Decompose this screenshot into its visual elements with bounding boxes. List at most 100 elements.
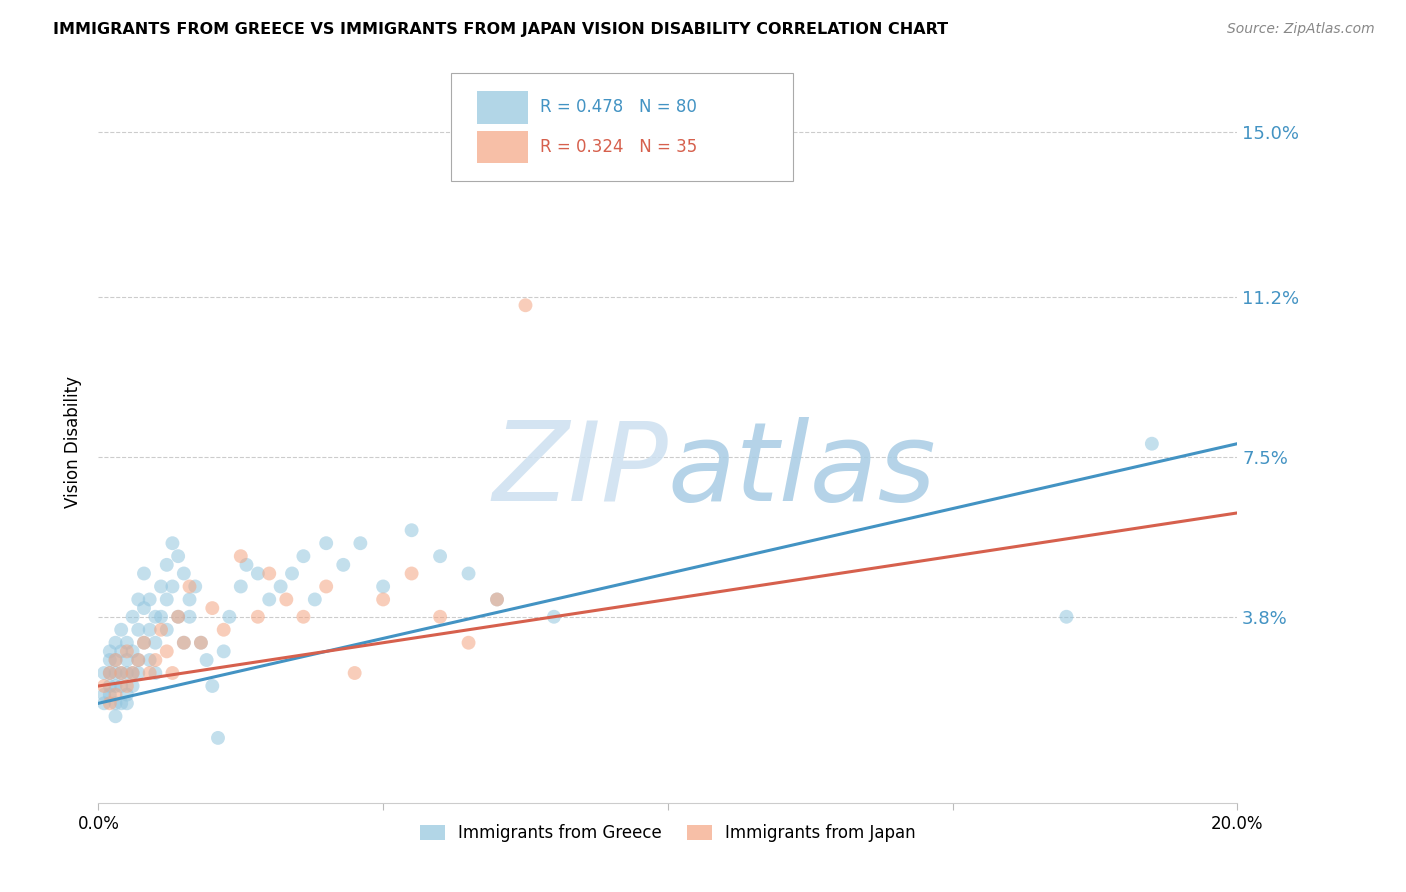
Point bbox=[104, 653, 127, 667]
Point bbox=[145, 665, 167, 680]
Point bbox=[104, 665, 127, 680]
Point bbox=[121, 665, 143, 680]
Point bbox=[292, 609, 315, 624]
Point bbox=[195, 653, 218, 667]
Point bbox=[259, 566, 281, 581]
Point bbox=[138, 623, 160, 637]
Point bbox=[110, 696, 132, 710]
Point bbox=[315, 579, 337, 593]
Point bbox=[115, 653, 138, 667]
Point bbox=[127, 653, 149, 667]
Point bbox=[132, 636, 155, 650]
Point bbox=[132, 566, 155, 581]
Point bbox=[179, 579, 201, 593]
Point bbox=[115, 679, 138, 693]
Point bbox=[259, 592, 281, 607]
Point bbox=[457, 566, 479, 581]
Point bbox=[98, 696, 121, 710]
Point bbox=[98, 653, 121, 667]
Text: R = 0.324   N = 35: R = 0.324 N = 35 bbox=[540, 137, 697, 156]
Legend: Immigrants from Greece, Immigrants from Japan: Immigrants from Greece, Immigrants from … bbox=[413, 817, 922, 848]
Point bbox=[98, 665, 121, 680]
Point bbox=[190, 636, 212, 650]
Point bbox=[276, 592, 298, 607]
Point bbox=[229, 579, 252, 593]
Point bbox=[212, 623, 235, 637]
Point bbox=[138, 592, 160, 607]
Point bbox=[315, 536, 337, 550]
Point bbox=[543, 609, 565, 624]
Point bbox=[173, 566, 195, 581]
Point bbox=[127, 623, 149, 637]
Point bbox=[110, 679, 132, 693]
Point bbox=[104, 709, 127, 723]
Point bbox=[115, 636, 138, 650]
Point bbox=[110, 644, 132, 658]
Point bbox=[292, 549, 315, 564]
Point bbox=[486, 592, 509, 607]
Point bbox=[246, 566, 269, 581]
Point bbox=[173, 636, 195, 650]
Point bbox=[179, 609, 201, 624]
Point bbox=[201, 601, 224, 615]
Point bbox=[98, 679, 121, 693]
Point bbox=[332, 558, 354, 572]
Point bbox=[184, 579, 207, 593]
Point bbox=[162, 536, 184, 550]
Point bbox=[486, 592, 509, 607]
Point bbox=[115, 688, 138, 702]
Point bbox=[270, 579, 292, 593]
Point bbox=[156, 623, 179, 637]
Point bbox=[167, 609, 190, 624]
Point bbox=[201, 679, 224, 693]
Point bbox=[127, 653, 149, 667]
Point bbox=[429, 549, 451, 564]
Point bbox=[132, 636, 155, 650]
Point bbox=[115, 696, 138, 710]
Point bbox=[132, 601, 155, 615]
Point bbox=[93, 696, 115, 710]
Point bbox=[373, 579, 395, 593]
Point bbox=[401, 523, 423, 537]
Point bbox=[343, 665, 366, 680]
Point bbox=[115, 665, 138, 680]
Point bbox=[110, 665, 132, 680]
Point bbox=[93, 679, 115, 693]
Point bbox=[207, 731, 229, 745]
Point bbox=[156, 592, 179, 607]
Point bbox=[145, 653, 167, 667]
Point bbox=[93, 665, 115, 680]
Point bbox=[218, 609, 240, 624]
Point bbox=[104, 688, 127, 702]
Point bbox=[127, 665, 149, 680]
Point bbox=[127, 592, 149, 607]
Point bbox=[104, 653, 127, 667]
Bar bbox=[477, 91, 527, 124]
Text: R = 0.478   N = 80: R = 0.478 N = 80 bbox=[540, 98, 697, 116]
Point bbox=[121, 644, 143, 658]
Point bbox=[457, 636, 479, 650]
Point bbox=[150, 579, 173, 593]
Text: IMMIGRANTS FROM GREECE VS IMMIGRANTS FROM JAPAN VISION DISABILITY CORRELATION CH: IMMIGRANTS FROM GREECE VS IMMIGRANTS FRO… bbox=[53, 22, 949, 37]
Point bbox=[98, 688, 121, 702]
Point bbox=[179, 592, 201, 607]
Point bbox=[281, 566, 304, 581]
Point bbox=[373, 592, 395, 607]
Point bbox=[173, 636, 195, 650]
Point bbox=[150, 609, 173, 624]
Point bbox=[156, 644, 179, 658]
Point bbox=[212, 644, 235, 658]
Point bbox=[138, 653, 160, 667]
Text: Source: ZipAtlas.com: Source: ZipAtlas.com bbox=[1227, 22, 1375, 37]
Point bbox=[121, 679, 143, 693]
Point bbox=[98, 665, 121, 680]
Point bbox=[145, 636, 167, 650]
Point bbox=[93, 688, 115, 702]
Point bbox=[304, 592, 326, 607]
Point bbox=[145, 609, 167, 624]
Point bbox=[167, 609, 190, 624]
Bar bbox=[477, 131, 527, 163]
Point bbox=[429, 609, 451, 624]
Point bbox=[115, 644, 138, 658]
Point bbox=[1056, 609, 1078, 624]
